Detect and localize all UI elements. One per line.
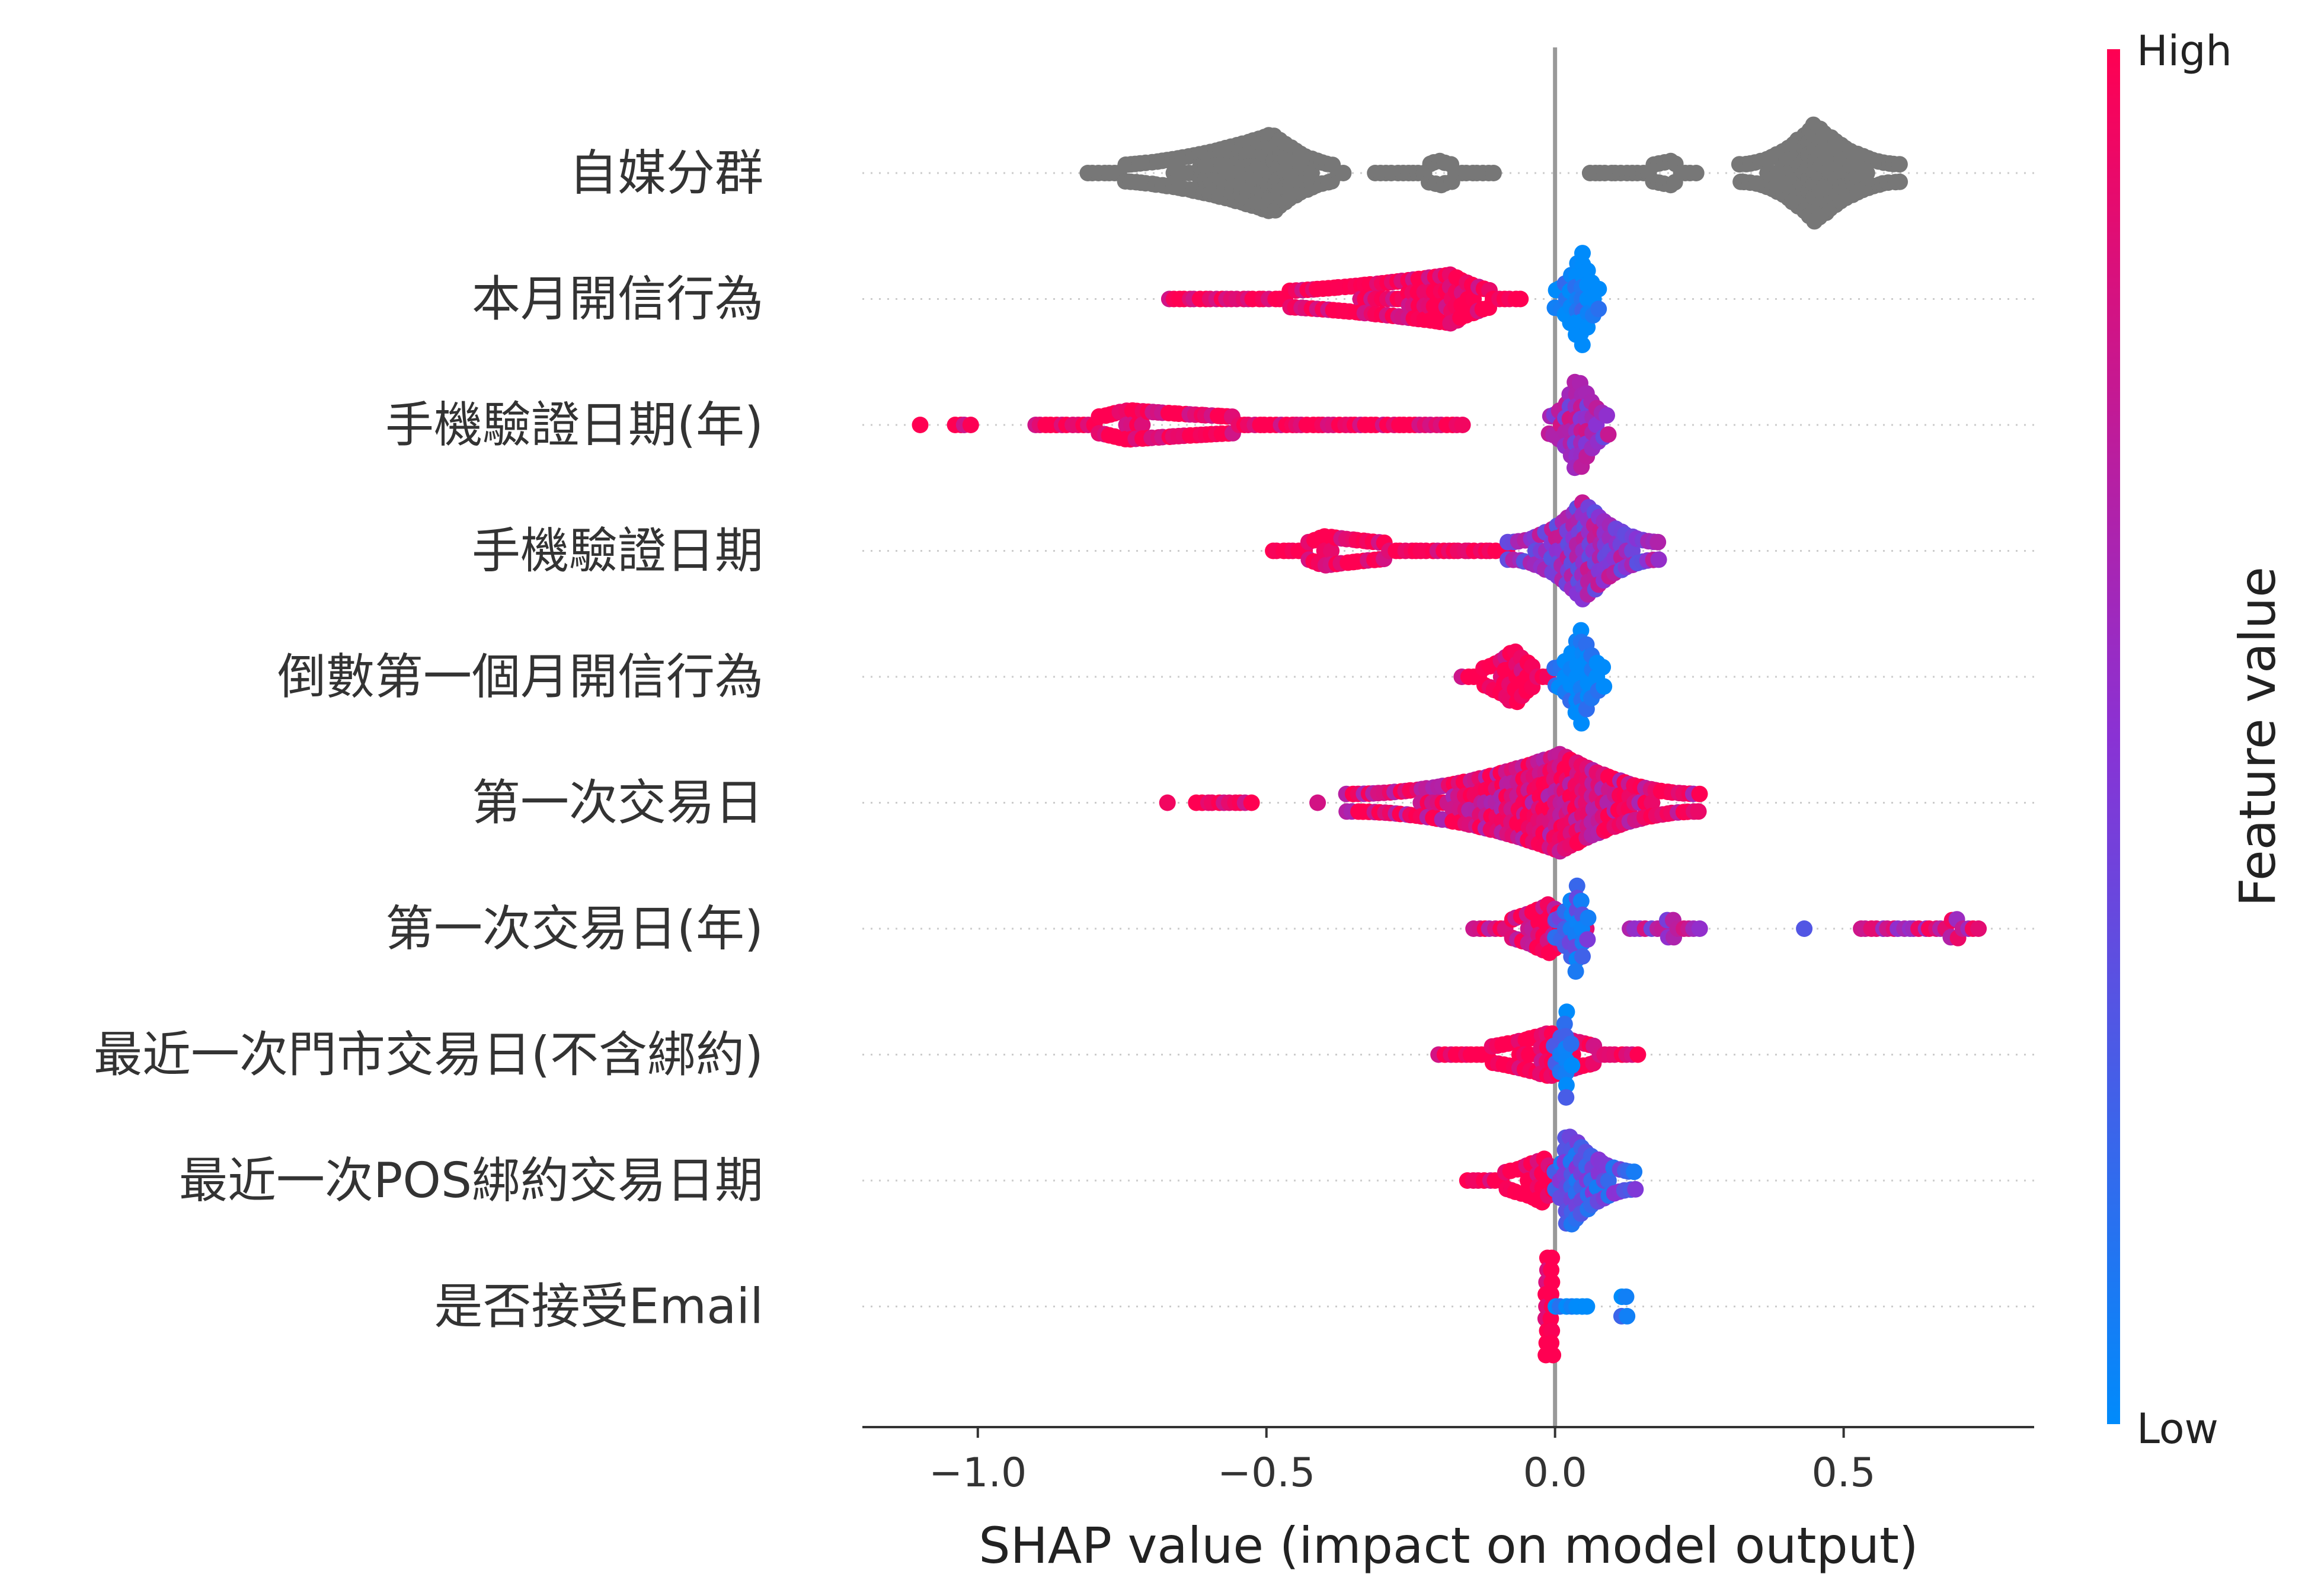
x-tick-label: −1.0 [929,1450,1027,1496]
colorbar-title: Feature value [2229,567,2287,907]
x-tick-label: 0.5 [1812,1450,1876,1496]
shap-dot [1970,920,1987,937]
shap-dot [1599,407,1615,424]
shap-dot [1558,1077,1575,1094]
shap-dot [1627,1181,1644,1198]
shap-dot [1644,794,1661,811]
shap-dot [1796,920,1813,937]
x-axis: SHAP value (impact on model output) −1.0… [862,1426,2034,1575]
shap-dot [1512,290,1529,308]
shap-dot [1558,1089,1575,1106]
feature-label: 本月開信行為 [472,271,763,328]
feature-label: 自媒分群 [569,145,763,202]
shap-dot [1545,1346,1562,1364]
shap-dot [1556,1015,1573,1032]
shap-dot [1578,1298,1596,1315]
shap-dot [1485,165,1502,181]
feature-label: 最近一次門市交易日(不含綁約) [94,1027,763,1083]
x-axis-title: SHAP value (impact on model output) [979,1517,1918,1575]
shap-dot [962,417,979,433]
feature-label: 手機驗證日期 [472,523,763,580]
shap-dot [912,417,929,433]
shap-dot [1558,1003,1575,1021]
shap-dot [1617,1288,1635,1306]
shap-dot [1580,909,1597,926]
shap-dot [1568,877,1585,894]
shap-dot [1243,794,1260,811]
shap-dot [1600,426,1617,443]
colorbar: High Low Feature value [2107,27,2287,1453]
shap-dot [1691,785,1708,802]
shap-dot [1543,1274,1561,1291]
feature-label: 是否接受Email [434,1279,763,1335]
shap-dot [1594,658,1612,676]
shap-dot [1335,165,1352,181]
shap-dot [1134,417,1151,433]
shap-dot [1590,300,1607,318]
feature-label: 手機驗證日期(年) [385,397,763,453]
shap-dot [1574,336,1591,353]
shap-dot [1891,173,1908,190]
dots-layer [912,116,1987,1364]
shap-dot [1573,715,1590,732]
x-tick-label: −0.5 [1217,1450,1315,1496]
shap-dot [1309,794,1326,811]
shap-dot [1564,1057,1581,1074]
feature-label: 倒數第一個月開信行為 [277,649,763,705]
colorbar-low-label: Low [2137,1405,2218,1453]
shap-dot [1687,165,1705,181]
shap-dot [1567,963,1584,980]
shap-dot [1590,280,1607,298]
shap-dot [1619,1307,1636,1325]
grid-layer [862,172,2034,1307]
shap-dot [1543,1249,1561,1266]
shap-dot [1626,1163,1643,1181]
shap-dot [1543,1322,1561,1339]
feature-label: 最近一次POS綁約交易日期 [179,1153,763,1209]
shap-dot [1543,1262,1560,1278]
colorbar-gradient [2107,49,2120,1424]
feature-label: 第一次交易日 [472,775,763,831]
shap-dot [1596,678,1613,695]
shap-dot [1891,156,1908,173]
shap-dot [1572,893,1590,910]
shap-dot [1858,165,1875,181]
shap-dot [1562,1035,1580,1053]
feature-label: 第一次交易日(年) [385,901,763,957]
shap-dot [1454,417,1471,433]
shap-dot [1323,542,1340,559]
shap-dot [1543,1335,1560,1351]
shap-dot [1600,1172,1617,1189]
shap-dot [1649,533,1667,551]
shap-dot [1691,920,1708,937]
shap-dot [1629,1046,1647,1063]
shap-dot [1572,622,1590,639]
x-tick-label: 0.0 [1523,1450,1587,1496]
shap-dot [1579,931,1596,948]
shap-dot [1690,803,1707,820]
colorbar-high-label: High [2137,27,2232,75]
shap-dot [1574,948,1591,965]
shap-dot [1159,794,1176,811]
shap-dot [1650,551,1667,568]
